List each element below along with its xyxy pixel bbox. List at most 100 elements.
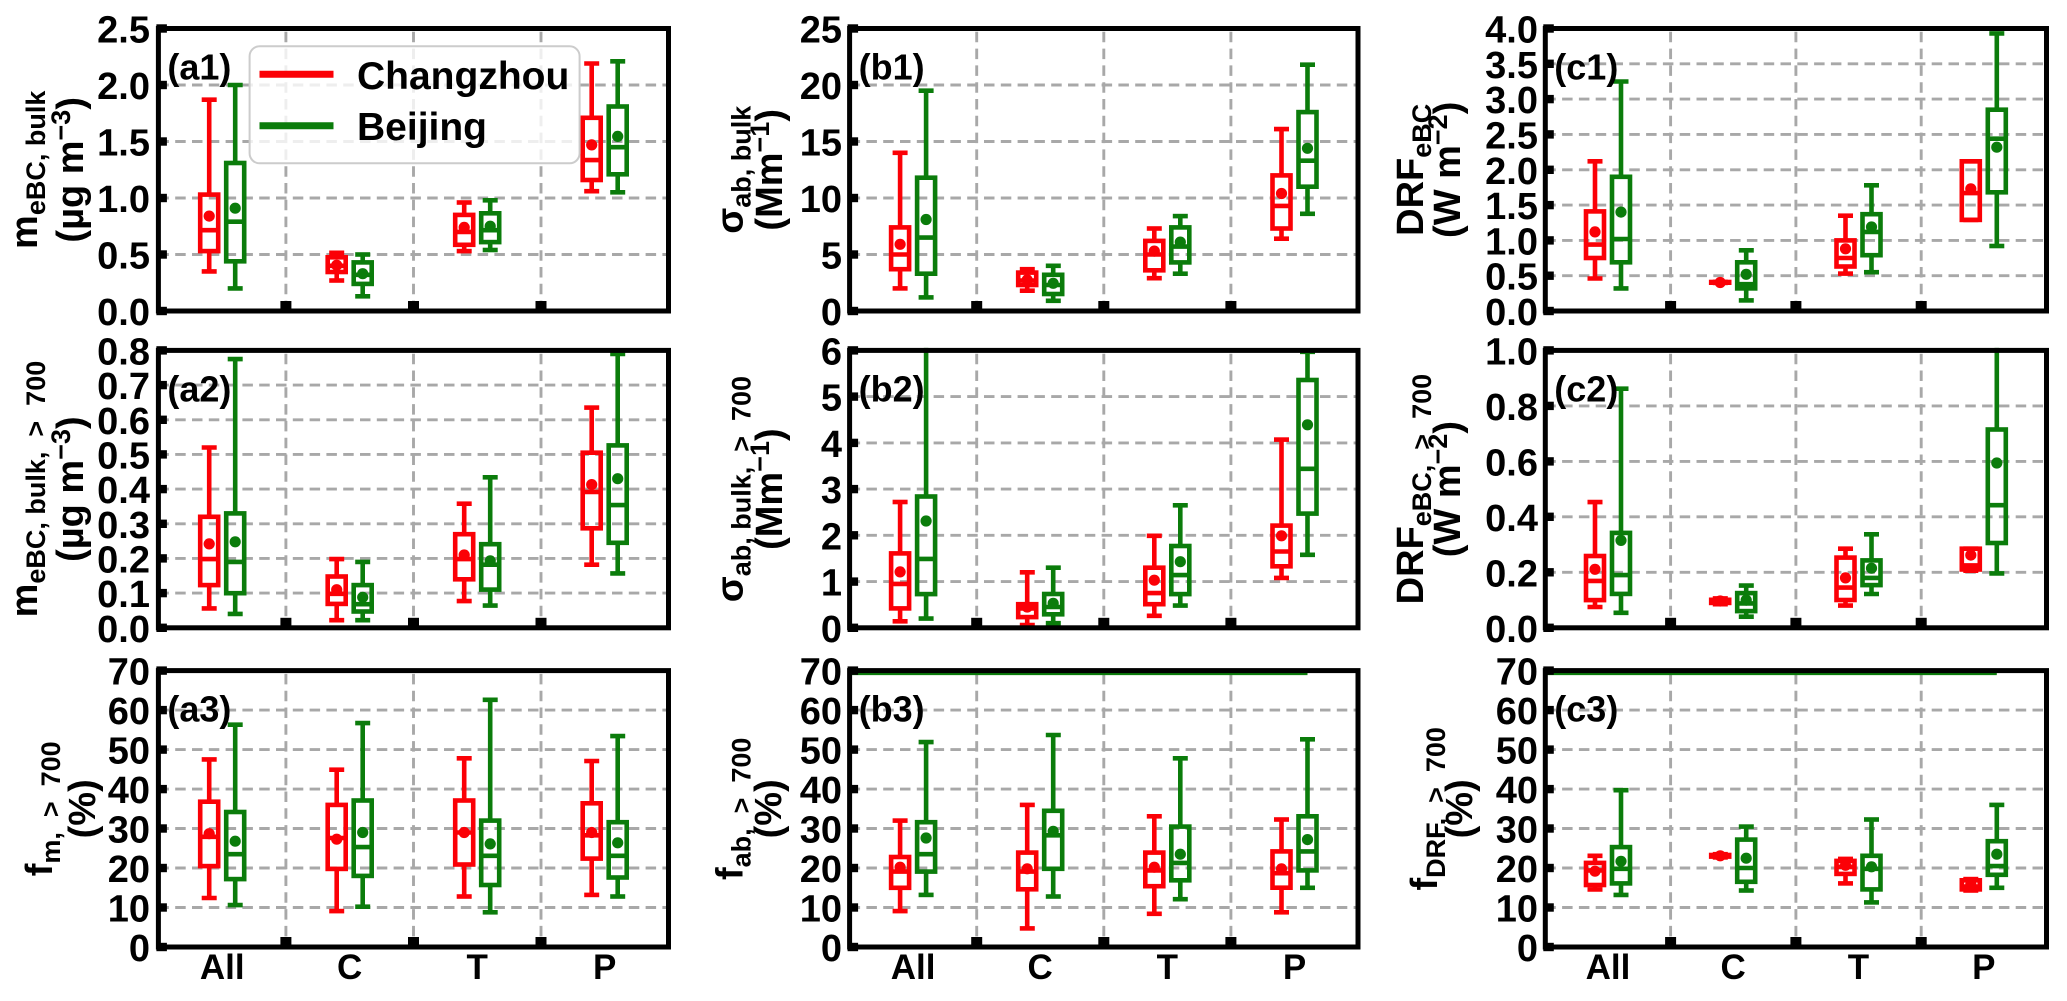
svg-text:1.0: 1.0 xyxy=(1485,221,1538,263)
svg-text:0.2: 0.2 xyxy=(97,539,150,581)
svg-text:(a2): (a2) xyxy=(167,368,231,409)
svg-text:(c3): (c3) xyxy=(1554,689,1618,730)
svg-text:0.6: 0.6 xyxy=(97,401,150,443)
svg-text:40: 40 xyxy=(800,770,842,812)
svg-text:T: T xyxy=(467,948,488,987)
svg-text:(Mm−1​): (Mm−1​) xyxy=(745,109,791,231)
svg-text:0.6: 0.6 xyxy=(1485,442,1538,484)
svg-text:(%): (%) xyxy=(748,779,790,838)
svg-text:50: 50 xyxy=(800,731,842,773)
svg-text:10: 10 xyxy=(800,889,842,931)
svg-text:T: T xyxy=(1157,948,1178,987)
svg-text:(µg m−3​): (µg m−3​) xyxy=(46,97,92,243)
svg-text:All: All xyxy=(891,948,936,987)
svg-text:σab, bulk​: σab, bulk​ xyxy=(710,105,757,234)
svg-text:0.8: 0.8 xyxy=(1485,387,1538,429)
svg-text:0.0: 0.0 xyxy=(97,292,150,334)
svg-text:fab, > 700​: fab, > 700​ xyxy=(710,738,757,881)
svg-text:3.0: 3.0 xyxy=(1485,80,1538,122)
svg-text:2: 2 xyxy=(821,516,842,558)
svg-text:(a3): (a3) xyxy=(167,689,231,730)
svg-text:60: 60 xyxy=(1496,691,1538,733)
svg-text:0.4: 0.4 xyxy=(97,470,150,512)
svg-text:(µg m−3​): (µg m−3​) xyxy=(46,416,92,562)
svg-text:(b2): (b2) xyxy=(859,368,925,409)
svg-text:20: 20 xyxy=(1496,849,1538,891)
svg-text:0.8: 0.8 xyxy=(97,331,150,373)
svg-text:0: 0 xyxy=(1517,928,1538,970)
svg-text:All: All xyxy=(1586,948,1631,987)
svg-text:meBC, bulk, > 700​: meBC, bulk, > 700​ xyxy=(4,361,51,618)
svg-text:70: 70 xyxy=(108,652,150,694)
svg-text:70: 70 xyxy=(800,652,842,694)
svg-text:0.0: 0.0 xyxy=(1485,609,1538,651)
svg-text:(a1): (a1) xyxy=(167,47,231,88)
svg-text:0.2: 0.2 xyxy=(1485,553,1538,595)
svg-text:(c2): (c2) xyxy=(1554,368,1618,409)
svg-text:0.3: 0.3 xyxy=(97,505,150,547)
svg-text:0: 0 xyxy=(821,609,842,651)
svg-text:0.4: 0.4 xyxy=(1485,498,1538,540)
svg-text:(%): (%) xyxy=(62,779,104,838)
svg-text:5: 5 xyxy=(821,378,842,420)
svg-text:10: 10 xyxy=(1496,889,1538,931)
svg-text:C: C xyxy=(1721,948,1746,987)
svg-text:(c1): (c1) xyxy=(1554,47,1618,88)
svg-text:All: All xyxy=(200,948,245,987)
svg-text:(b1): (b1) xyxy=(859,47,925,88)
svg-text:50: 50 xyxy=(1496,731,1538,773)
svg-text:P: P xyxy=(1972,948,1995,987)
svg-text:40: 40 xyxy=(108,770,150,812)
svg-text:DRFeBC, > 700​: DRFeBC, > 700​ xyxy=(1390,374,1437,604)
svg-text:fDRF, > 700​: fDRF, > 700​ xyxy=(1404,727,1451,890)
svg-text:4: 4 xyxy=(821,424,842,466)
svg-text:1.0: 1.0 xyxy=(97,179,150,221)
svg-text:3: 3 xyxy=(821,470,842,512)
svg-text:60: 60 xyxy=(108,691,150,733)
svg-text:2.0: 2.0 xyxy=(1485,151,1538,193)
svg-text:(%): (%) xyxy=(1439,779,1481,838)
svg-text:50: 50 xyxy=(108,731,150,773)
svg-text:25: 25 xyxy=(800,10,842,52)
svg-text:2.5: 2.5 xyxy=(97,10,150,52)
svg-text:10: 10 xyxy=(800,179,842,221)
svg-text:1.5: 1.5 xyxy=(1485,186,1538,228)
svg-text:C: C xyxy=(1028,948,1053,987)
svg-text:meBC, bulk​: meBC, bulk​ xyxy=(4,90,51,249)
svg-text:2.0: 2.0 xyxy=(97,66,150,108)
svg-text:T: T xyxy=(1848,948,1869,987)
svg-text:0.0: 0.0 xyxy=(1485,292,1538,334)
svg-text:0.7: 0.7 xyxy=(97,366,150,408)
svg-text:30: 30 xyxy=(108,810,150,852)
svg-text:2.5: 2.5 xyxy=(1485,115,1538,157)
svg-text:15: 15 xyxy=(800,123,842,165)
svg-text:30: 30 xyxy=(1496,810,1538,852)
svg-text:(W m−2​): (W m−2​) xyxy=(1423,421,1469,557)
svg-text:P: P xyxy=(593,948,616,987)
svg-text:5: 5 xyxy=(821,236,842,278)
svg-text:0.0: 0.0 xyxy=(97,609,150,651)
svg-text:1.0: 1.0 xyxy=(1485,331,1538,373)
svg-text:Changzhou: Changzhou xyxy=(357,55,569,98)
svg-text:(Mm−1​): (Mm−1​) xyxy=(745,428,791,550)
svg-text:30: 30 xyxy=(800,810,842,852)
svg-text:0.5: 0.5 xyxy=(97,435,150,477)
svg-text:1: 1 xyxy=(821,563,842,605)
svg-text:0.1: 0.1 xyxy=(97,574,150,616)
svg-text:(b3): (b3) xyxy=(859,689,925,730)
svg-text:40: 40 xyxy=(1496,770,1538,812)
svg-text:20: 20 xyxy=(108,849,150,891)
svg-text:20: 20 xyxy=(800,849,842,891)
svg-text:C: C xyxy=(337,948,362,987)
svg-text:4.0: 4.0 xyxy=(1485,10,1538,52)
svg-text:Beijing: Beijing xyxy=(357,106,487,149)
svg-text:σab, bulk, > 700​: σab, bulk, > 700​ xyxy=(710,376,757,602)
svg-text:P: P xyxy=(1283,948,1306,987)
svg-text:0: 0 xyxy=(129,928,150,970)
svg-text:DRFeBC​: DRFeBC​ xyxy=(1390,104,1437,236)
svg-text:fm, > 700​: fm, > 700​ xyxy=(19,741,66,876)
svg-text:0.5: 0.5 xyxy=(1485,257,1538,299)
svg-text:(W m−2​): (W m−2​) xyxy=(1423,102,1469,238)
svg-text:3.5: 3.5 xyxy=(1485,45,1538,87)
svg-text:60: 60 xyxy=(800,691,842,733)
